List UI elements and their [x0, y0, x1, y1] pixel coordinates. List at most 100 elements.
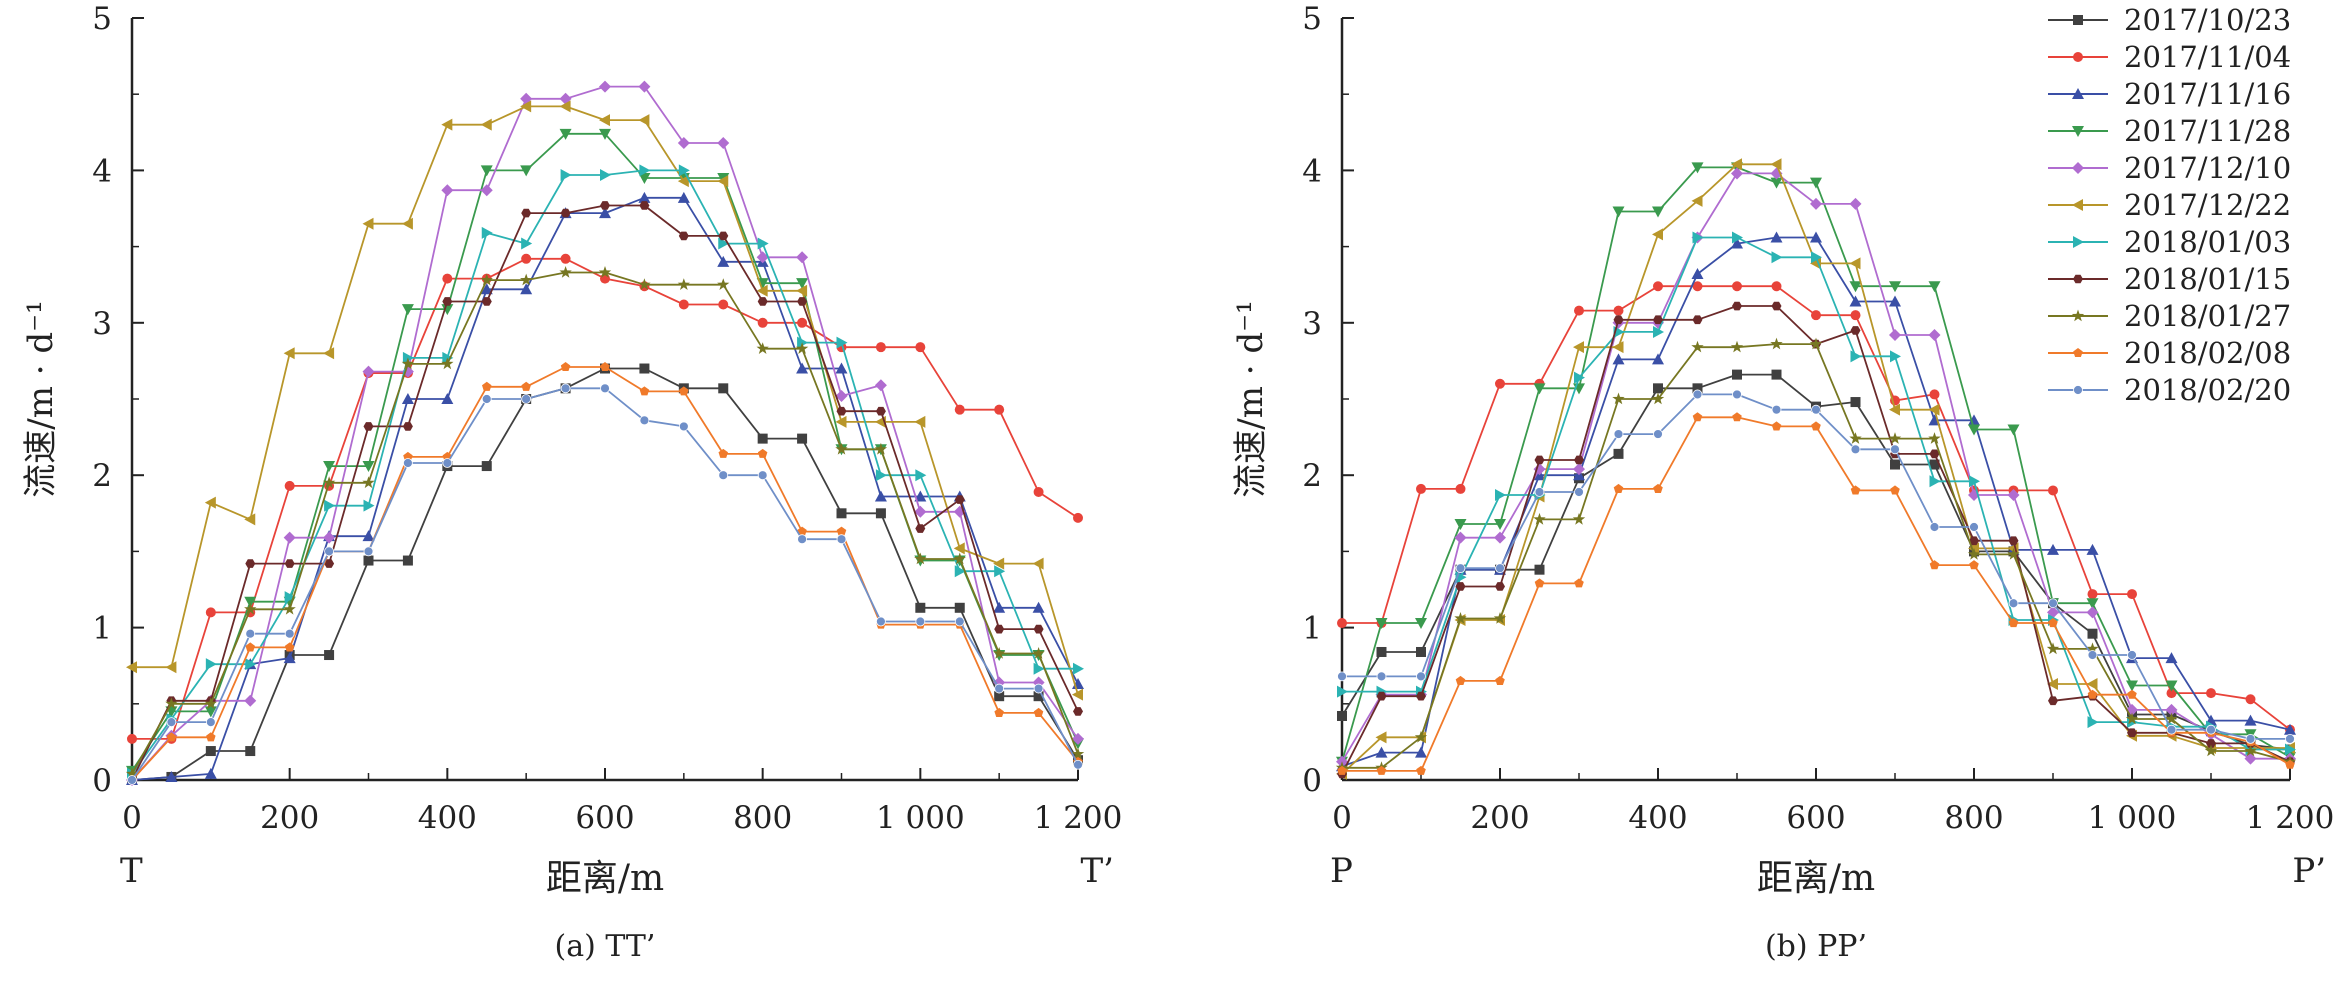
data-point: [166, 732, 177, 742]
data-point: [520, 165, 533, 177]
data-point: [1455, 582, 1466, 591]
data-point: [1612, 392, 1625, 405]
data-point: [874, 379, 887, 392]
data-point: [875, 406, 886, 416]
data-point: [363, 422, 374, 431]
legend-entry: 2018/02/20: [2124, 373, 2291, 407]
series-2018/02/20: [1337, 389, 2295, 744]
data-point: [480, 118, 492, 131]
data-point: [994, 683, 1005, 694]
data-point: [125, 767, 139, 780]
data-point: [1850, 485, 1861, 495]
data-point: [638, 80, 651, 93]
x-tick-label: 600: [1786, 800, 1845, 836]
data-point: [1967, 547, 1981, 560]
data-point: [205, 607, 216, 618]
data-point: [401, 217, 413, 230]
data-point: [994, 404, 1005, 415]
data-point: [874, 490, 887, 502]
data-point: [874, 442, 888, 455]
y-tick-label: 1: [1302, 611, 1322, 647]
data-point: [2048, 618, 2058, 628]
legend-marker: [2071, 309, 2085, 322]
series-line: [132, 257, 1079, 740]
data-point: [1651, 392, 1665, 405]
data-point: [915, 342, 926, 353]
data-point: [2204, 744, 2218, 757]
y-tick-label: 3: [92, 306, 112, 342]
data-point: [1534, 564, 1545, 575]
data-point: [1455, 563, 1466, 574]
data-point: [1337, 710, 1347, 721]
data-point: [717, 278, 730, 290]
data-point: [2206, 688, 2216, 699]
data-point: [1810, 231, 1822, 243]
data-point: [2086, 543, 2099, 555]
y-tick-label: 4: [92, 153, 112, 189]
data-point: [324, 559, 335, 568]
series-line: [131, 387, 1079, 781]
data-point: [1573, 341, 1584, 354]
data-point: [2086, 598, 2099, 610]
series-line: [131, 85, 1079, 781]
data-point: [323, 347, 335, 360]
data-point: [836, 336, 848, 349]
data-point: [717, 175, 729, 188]
data-point: [2048, 696, 2058, 706]
data-point: [677, 278, 690, 290]
data-point: [2127, 728, 2137, 738]
data-point: [1731, 237, 1743, 249]
data-point: [1071, 747, 1085, 760]
data-point: [2047, 677, 2058, 690]
x-tick-label: 0: [122, 800, 142, 836]
data-point: [1692, 412, 1703, 422]
data-point: [1969, 475, 1980, 488]
data-point: [1454, 531, 1467, 544]
data-point: [2046, 642, 2060, 655]
data-point: [1072, 688, 1083, 701]
series-line: [131, 366, 1079, 781]
data-point: [1612, 353, 1625, 365]
data-point: [560, 253, 571, 264]
data-point: [2244, 744, 2257, 757]
chart-panel-1: 0 1 2 3 4 5 0 200 400 600 800 1 000 1 200 T T’ 距离/m 流速/m…: [21, 1, 1122, 964]
data-point: [638, 278, 651, 290]
data-point: [244, 694, 257, 707]
series-2017/11/04: [1337, 281, 2295, 735]
data-point: [127, 733, 137, 744]
series-line: [1341, 373, 2291, 751]
x-tick-label: 800: [1944, 800, 2003, 836]
data-point: [1969, 522, 1979, 532]
data-point: [284, 642, 295, 652]
data-point: [915, 469, 927, 482]
data-point: [836, 508, 847, 519]
data-point: [598, 266, 612, 278]
data-point: [1574, 578, 1584, 588]
legend-entry: 2017/12/22: [2124, 188, 2291, 222]
data-point: [757, 470, 768, 481]
data-point: [875, 342, 886, 353]
data-point: [718, 299, 729, 310]
data-point: [1613, 315, 1624, 325]
legend-marker: [2072, 88, 2084, 99]
data-point: [1376, 646, 1387, 657]
data-point: [480, 184, 493, 197]
data-point: [1968, 424, 1980, 436]
data-point: [1770, 158, 1782, 171]
data-point: [1771, 369, 1782, 380]
data-point: [441, 118, 453, 131]
panel-caption: (a) TT’: [555, 929, 656, 964]
legend-marker: [2073, 348, 2083, 357]
series-2018/01/27: [1335, 337, 2297, 774]
data-point: [718, 470, 729, 481]
data-point: [1849, 257, 1861, 270]
legend-marker: [2073, 385, 2083, 395]
series-line: [131, 271, 1079, 775]
x-tick-label: 800: [733, 800, 792, 836]
data-point: [1416, 765, 1426, 775]
data-point: [1732, 281, 1742, 292]
data-point: [953, 552, 966, 565]
data-point: [1888, 432, 1902, 444]
data-point: [363, 555, 374, 566]
